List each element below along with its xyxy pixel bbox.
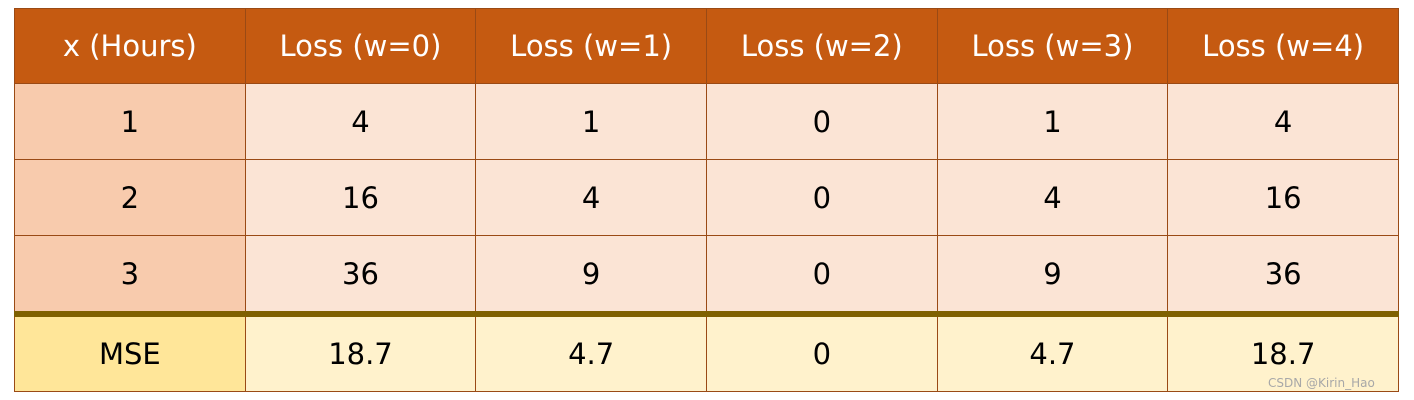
row-label: 1	[14, 83, 246, 160]
row-label: 2	[14, 159, 246, 236]
header-cell: Loss (w=0)	[244, 8, 477, 84]
header-cell: Loss (w=2)	[705, 8, 938, 84]
mse-cell: 4.7	[475, 311, 707, 392]
footer-label: MSE	[14, 311, 246, 392]
loss-cell: 4	[936, 159, 1169, 236]
loss-cell: 36	[1167, 235, 1399, 315]
header-cell: Loss (w=3)	[936, 8, 1169, 84]
mse-cell: 18.7	[1167, 311, 1399, 392]
loss-cell: 16	[244, 159, 477, 236]
header-cell: Loss (w=4)	[1167, 8, 1399, 84]
table-body: 1 4 1 0 1 4 2 16 4 0 4 16 3 36 9 0 9 36	[14, 83, 1399, 315]
header-cell: Loss (w=1)	[475, 8, 707, 84]
loss-cell: 1	[475, 83, 707, 160]
mse-cell: 4.7	[936, 311, 1169, 392]
loss-cell: 16	[1167, 159, 1399, 236]
loss-cell: 9	[936, 235, 1169, 315]
header-cell: x (Hours)	[14, 8, 246, 84]
mse-cell: 18.7	[244, 311, 477, 392]
body-row: 3 36 9 0 9 36	[14, 235, 1399, 315]
loss-cell: 36	[244, 235, 477, 315]
loss-cell: 9	[475, 235, 707, 315]
loss-cell: 4	[475, 159, 707, 236]
footer-row: MSE 18.7 4.7 0 4.7 18.7	[14, 311, 1399, 392]
watermark: CSDN @Kirin_Hao	[1268, 376, 1375, 390]
loss-cell: 4	[244, 83, 477, 160]
mse-cell: 0	[705, 311, 938, 392]
table-footer: MSE 18.7 4.7 0 4.7 18.7	[14, 311, 1399, 392]
loss-cell: 4	[1167, 83, 1399, 160]
loss-cell: 1	[936, 83, 1169, 160]
loss-cell: 0	[705, 83, 938, 160]
loss-cell: 0	[705, 235, 938, 315]
body-row: 2 16 4 0 4 16	[14, 159, 1399, 236]
header-row: x (Hours) Loss (w=0) Loss (w=1) Loss (w=2) L…	[14, 8, 1399, 84]
table-header: x (Hours) Loss (w=0) Loss (w=1) Loss (w=2) L…	[14, 8, 1399, 84]
loss-table: x (Hours) Loss (w=0) Loss (w=1) Loss (w=2) L…	[14, 8, 1399, 392]
loss-cell: 0	[705, 159, 938, 236]
row-label: 3	[14, 235, 246, 315]
